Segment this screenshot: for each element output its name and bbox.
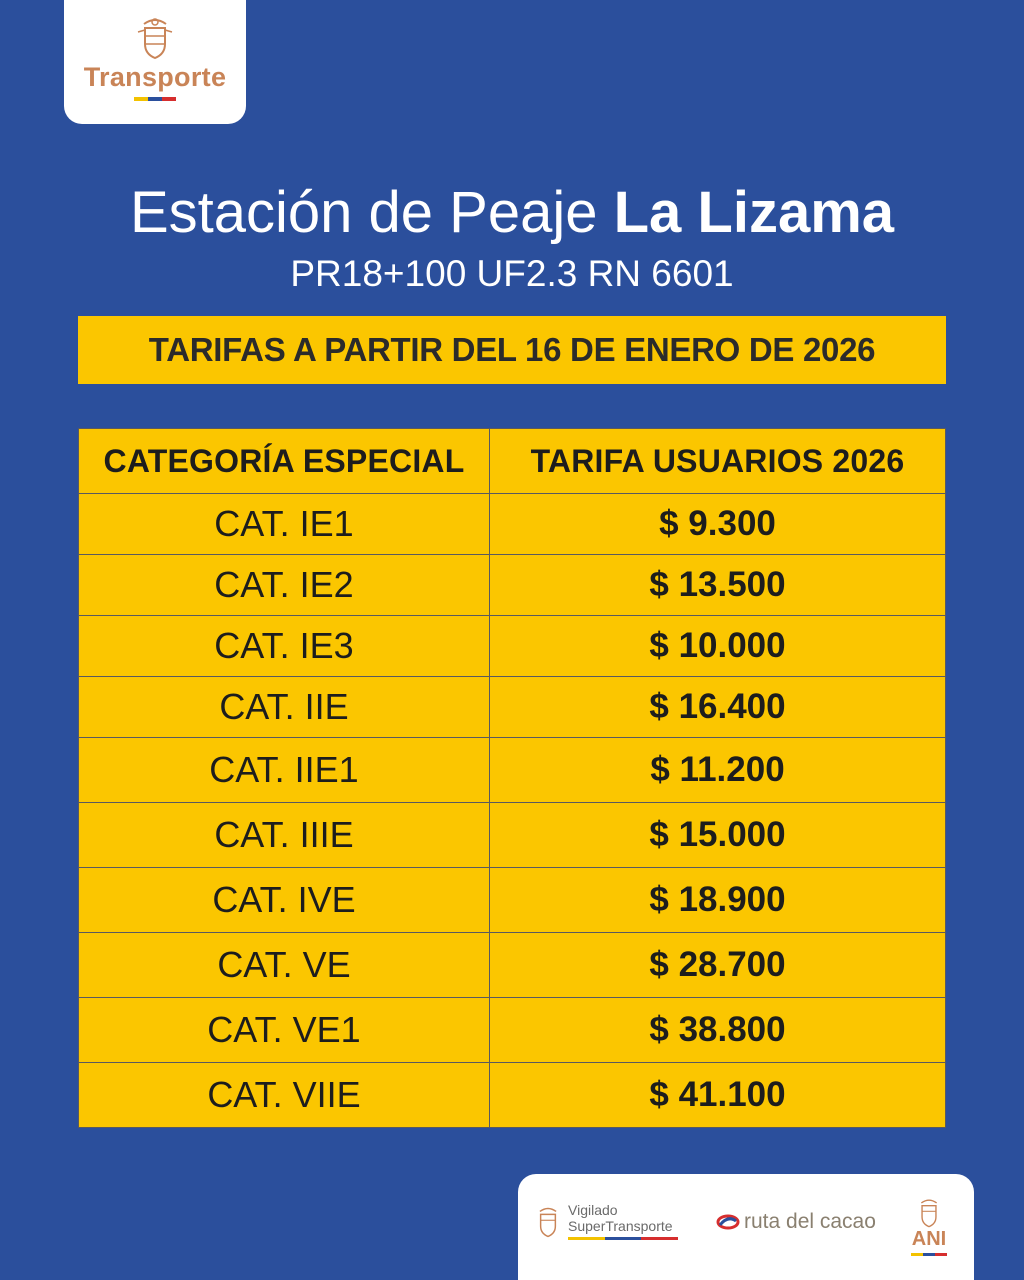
supertransporte-label: SuperTransporte <box>568 1218 673 1234</box>
table-row: CAT. VIIE $ 41.100 <box>78 1062 946 1128</box>
table-row: CAT. VE $ 28.700 <box>78 932 946 998</box>
price-cell: $ 38.800 <box>489 997 946 1063</box>
column-header-category: CATEGORÍA ESPECIAL <box>78 428 490 494</box>
price-cell: $ 16.400 <box>489 676 946 738</box>
category-cell: CAT. IIE1 <box>78 737 490 803</box>
table-row: CAT. IE1 $ 9.300 <box>78 493 946 555</box>
price-cell: $ 28.700 <box>489 932 946 998</box>
price-cell: $ 9.300 <box>489 493 946 555</box>
transporte-logo: Transporte <box>64 0 246 124</box>
table-row: CAT. VE1 $ 38.800 <box>78 997 946 1063</box>
column-header-tariff: TARIFA USUARIOS 2026 <box>489 428 946 494</box>
footer-logos: Vigilado SuperTransporte ruta del cacao … <box>518 1174 974 1280</box>
tariff-date-banner: TARIFAS A PARTIR DEL 16 DE ENERO DE 2026 <box>78 316 946 384</box>
ruta-swirl-icon <box>716 1214 740 1230</box>
category-cell: CAT. IE3 <box>78 615 490 677</box>
table-row: CAT. IE2 $ 13.500 <box>78 554 946 616</box>
category-cell: CAT. IIE <box>78 676 490 738</box>
colombia-flag-bar <box>134 97 176 101</box>
table-row: CAT. IIIE $ 15.000 <box>78 802 946 868</box>
category-cell: CAT. IE2 <box>78 554 490 616</box>
transporte-brand-text: Transporte <box>83 62 227 92</box>
coat-of-arms-icon <box>539 1207 557 1238</box>
ruta-del-cacao-text: ruta del cacao <box>744 1210 876 1233</box>
colombia-flag-bar <box>911 1253 947 1256</box>
category-cell: CAT. VIIE <box>78 1062 490 1128</box>
category-cell: CAT. IVE <box>78 867 490 933</box>
price-cell: $ 41.100 <box>489 1062 946 1128</box>
tariff-table: CATEGORÍA ESPECIAL TARIFA USUARIOS 2026 … <box>78 428 946 1128</box>
category-cell: CAT. IE1 <box>78 493 490 555</box>
page-subtitle: PR18+100 UF2.3 RN 6601 <box>290 253 734 294</box>
price-cell: $ 18.900 <box>489 867 946 933</box>
category-cell: CAT. VE1 <box>78 997 490 1063</box>
table-row: CAT. IIE $ 16.400 <box>78 676 946 738</box>
vigilado-label: Vigilado <box>568 1202 618 1218</box>
ani-text: ANI <box>911 1228 947 1250</box>
title-light: Estación de Peaje <box>129 180 598 245</box>
price-cell: $ 15.000 <box>489 802 946 868</box>
table-row: CAT. IE3 $ 10.000 <box>78 615 946 677</box>
price-cell: $ 10.000 <box>489 615 946 677</box>
table-row: CAT. IVE $ 18.900 <box>78 867 946 933</box>
supertransporte-logo: Vigilado SuperTransporte <box>534 1202 679 1240</box>
price-cell: $ 11.200 <box>489 737 946 803</box>
coat-of-arms-icon <box>920 1199 938 1228</box>
price-cell: $ 13.500 <box>489 554 946 616</box>
coat-of-arms-icon <box>137 18 173 60</box>
ruta-del-cacao-logo: ruta del cacao <box>716 1210 876 1234</box>
ani-logo: ANI <box>904 1196 954 1256</box>
category-cell: CAT. IIIE <box>78 802 490 868</box>
category-cell: CAT. VE <box>78 932 490 998</box>
table-header-row: CATEGORÍA ESPECIAL TARIFA USUARIOS 2026 <box>78 428 946 494</box>
table-row: CAT. IIE1 $ 11.200 <box>78 737 946 803</box>
title-bold: La Lizama <box>613 180 895 245</box>
colombia-flag-bar <box>568 1237 679 1240</box>
page-title: Estación de Peaje La Lizama <box>0 178 1024 248</box>
